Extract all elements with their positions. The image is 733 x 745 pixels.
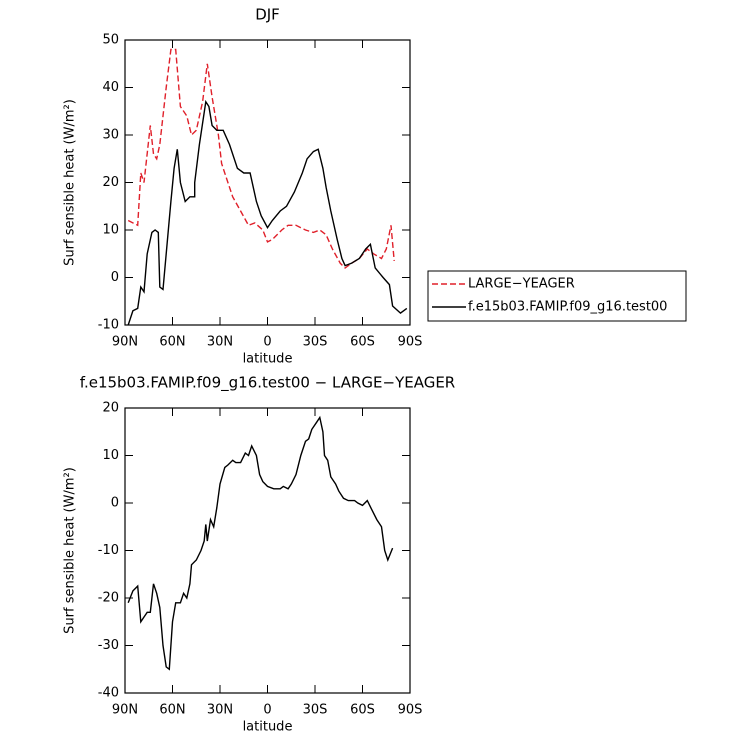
y-tick-label: -30 — [98, 638, 119, 653]
y-tick-label: -40 — [98, 686, 119, 701]
y-tick-label: 0 — [111, 270, 119, 285]
legend-label: LARGE−YEAGER — [468, 277, 575, 292]
x-tick-label: 60S — [350, 703, 375, 718]
y-axis-label: Surf sensible heat (W/m²) — [63, 467, 78, 634]
x-tick-label: 0 — [263, 335, 271, 350]
y-tick-label: 50 — [102, 33, 119, 48]
y-tick-label: -20 — [98, 591, 119, 606]
y-tick-label: 20 — [102, 175, 119, 190]
y-tick-label: 0 — [111, 496, 119, 511]
data-line — [127, 99, 408, 326]
y-axis-label: Surf sensible heat (W/m²) — [63, 99, 78, 266]
y-tick-label: 20 — [102, 401, 119, 416]
chart: DJF 90N 60N 30N 0 30S 60S 90S -10 0 10 20 30 40 50 lati… — [63, 6, 687, 367]
legend-box — [427, 270, 687, 322]
x-tick-label: 30S — [303, 703, 328, 718]
y-tick-label: -10 — [98, 543, 119, 558]
x-tick-label: 30N — [207, 703, 233, 718]
y-tick-label: -10 — [98, 318, 119, 333]
x-tick-label: 0 — [263, 703, 271, 718]
x-tick-label: 60N — [159, 335, 185, 350]
plot-frame — [124, 407, 411, 694]
x-tick-label: 60S — [350, 335, 375, 350]
data-line — [127, 48, 395, 269]
x-tick-label: 60N — [159, 703, 185, 718]
legend: LARGE−YEAGER f.e15b03.FAMIP.f09_g16.test0… — [427, 270, 687, 322]
chart: f.e15b03.FAMIP.f09_g16.test00 − LARGE−YE… — [63, 374, 456, 735]
y-tick-label: 30 — [102, 128, 119, 143]
x-tick-label: 90S — [398, 335, 423, 350]
plot-frame — [124, 39, 411, 326]
y-tick-label: 10 — [102, 223, 119, 238]
chart-title: DJF — [255, 6, 280, 24]
x-axis-label: latitude — [243, 720, 293, 735]
x-tick-label: 30S — [303, 335, 328, 350]
data-line — [127, 415, 394, 671]
y-tick-label: 40 — [102, 80, 119, 95]
x-axis-label: latitude — [243, 352, 293, 367]
legend-label: f.e15b03.FAMIP.f09_g16.test00 — [468, 300, 667, 315]
y-tick-label: 10 — [102, 448, 119, 463]
x-tick-label: 90N — [112, 703, 138, 718]
x-tick-label: 90N — [112, 335, 138, 350]
x-tick-label: 90S — [398, 703, 423, 718]
chart-title: f.e15b03.FAMIP.f09_g16.test00 − LARGE−YE… — [80, 374, 455, 393]
x-tick-label: 30N — [207, 335, 233, 350]
